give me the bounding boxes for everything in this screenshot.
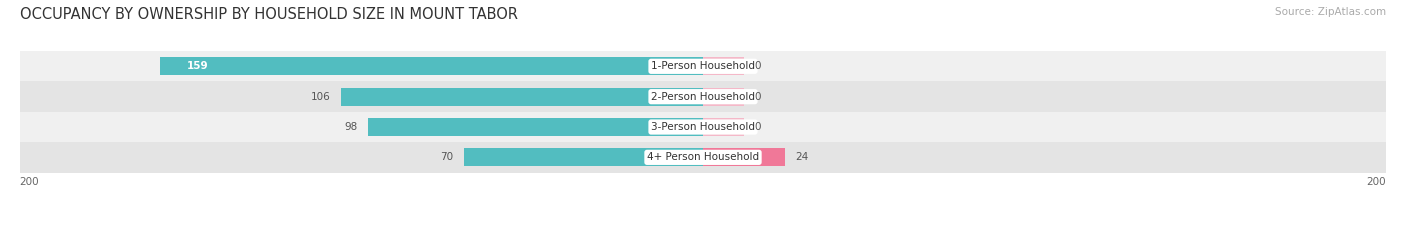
Bar (20, 112, 1386, 142)
Bar (20, 82, 1386, 112)
Bar (703, 118, 744, 136)
Text: OCCUPANCY BY OWNERSHIP BY HOUSEHOLD SIZE IN MOUNT TABOR: OCCUPANCY BY OWNERSHIP BY HOUSEHOLD SIZE… (20, 7, 517, 22)
Text: Source: ZipAtlas.com: Source: ZipAtlas.com (1275, 7, 1386, 17)
Text: 24: 24 (796, 152, 808, 162)
Bar (20, 142, 1386, 172)
Bar (703, 57, 744, 75)
Text: 4+ Person Household: 4+ Person Household (647, 152, 759, 162)
Text: 2-Person Household: 2-Person Household (651, 92, 755, 102)
Bar (340, 88, 703, 106)
Text: 1-Person Household: 1-Person Household (651, 61, 755, 71)
Text: 98: 98 (344, 122, 359, 132)
Text: 106: 106 (311, 92, 330, 102)
Text: 0: 0 (754, 61, 761, 71)
Bar (703, 88, 744, 106)
Text: 70: 70 (440, 152, 454, 162)
Text: 200: 200 (1367, 177, 1386, 187)
Text: 3-Person Household: 3-Person Household (651, 122, 755, 132)
Text: 159: 159 (187, 61, 208, 71)
Text: 0: 0 (754, 122, 761, 132)
Text: 200: 200 (20, 177, 39, 187)
Bar (20, 51, 1386, 82)
Text: 0: 0 (754, 92, 761, 102)
Bar (160, 57, 703, 75)
Bar (703, 148, 785, 166)
Bar (368, 118, 703, 136)
Bar (464, 148, 703, 166)
